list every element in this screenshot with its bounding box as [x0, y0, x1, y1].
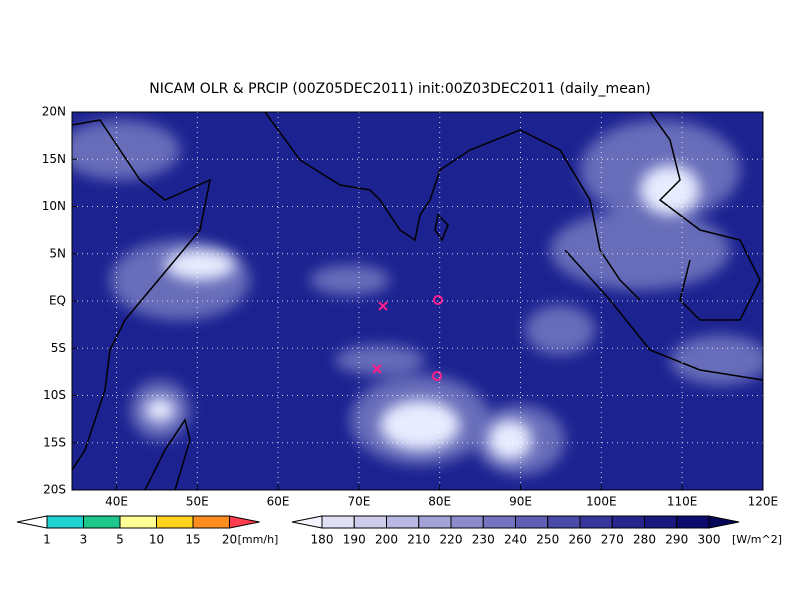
colorbar-arrow — [229, 515, 260, 529]
lon-tick-label: 60E — [267, 495, 290, 509]
colorbar-box — [353, 515, 387, 529]
colorbar-label: 240 — [504, 533, 527, 547]
colorbar-box — [547, 515, 581, 529]
lon-tick-label: 40E — [105, 495, 128, 509]
colorbar-label: 190 — [343, 533, 366, 547]
colorbar-arrow — [291, 515, 323, 529]
lat-tick-label: 5N — [49, 246, 66, 260]
colorbar-box — [482, 515, 516, 529]
colorbar-box — [611, 515, 645, 529]
lat-tick-label: 20S — [43, 483, 66, 497]
colorbar-label: 1 — [43, 533, 51, 547]
colorbar-arrow — [16, 515, 48, 529]
colorbar-box — [386, 515, 420, 529]
colorbar-label: 210 — [407, 533, 430, 547]
map-title: NICAM OLR & PRCIP (00Z05DEC2011) init:00… — [149, 81, 650, 97]
lon-tick-label: 50E — [186, 495, 209, 509]
colorbar-label: 270 — [601, 533, 624, 547]
colorbar-label: 260 — [569, 533, 592, 547]
colorbar-box — [418, 515, 452, 529]
colorbar-label: 300 — [698, 533, 721, 547]
colorbar-box — [644, 515, 678, 529]
colorbar-box — [515, 515, 549, 529]
lat-tick-label: 20N — [42, 105, 66, 119]
lat-tick-label: 15S — [43, 435, 66, 449]
colorbar-box — [156, 515, 194, 529]
colorbar-label: 290 — [665, 533, 688, 547]
colorbar-label: 230 — [472, 533, 495, 547]
lon-tick-label: 70E — [347, 495, 370, 509]
colorbar-box — [46, 515, 84, 529]
colorbar-box — [83, 515, 121, 529]
colorbar-box — [450, 515, 484, 529]
colorbar-label: 5 — [116, 533, 124, 547]
colorbar-label: 180 — [311, 533, 334, 547]
lon-tick-label: 120E — [748, 495, 779, 509]
lat-tick-label: 10S — [43, 388, 66, 402]
colorbar-box — [579, 515, 613, 529]
lat-tick-label: 5S — [51, 341, 66, 355]
colorbar-unit: [mm/h] — [238, 533, 279, 546]
lat-tick-label: 15N — [42, 152, 66, 166]
map-field — [72, 112, 763, 490]
colorbar-label: 200 — [375, 533, 398, 547]
lat-tick-label: 10N — [42, 199, 66, 213]
colorbar-box — [676, 515, 710, 529]
colorbar-box — [321, 515, 355, 529]
colorbar-label: 280 — [633, 533, 656, 547]
colorbar-label: 15 — [185, 533, 200, 547]
lon-tick-label: 80E — [428, 495, 451, 509]
colorbar-label: 3 — [80, 533, 88, 547]
colorbar-box — [119, 515, 157, 529]
grid — [72, 112, 763, 490]
colorbar-label: 10 — [149, 533, 164, 547]
colorbar-unit: [W/m^2] — [732, 533, 782, 546]
lat-tick-label: EQ — [49, 294, 66, 308]
colorbar-label: 220 — [440, 533, 463, 547]
colorbar-box — [192, 515, 230, 529]
colorbar-arrow — [708, 515, 740, 529]
colorbar-label: 20 — [222, 533, 237, 547]
lon-tick-label: 100E — [586, 495, 617, 509]
lon-tick-label: 90E — [509, 495, 532, 509]
colorbar-label: 250 — [536, 533, 559, 547]
lon-tick-label: 110E — [667, 495, 698, 509]
